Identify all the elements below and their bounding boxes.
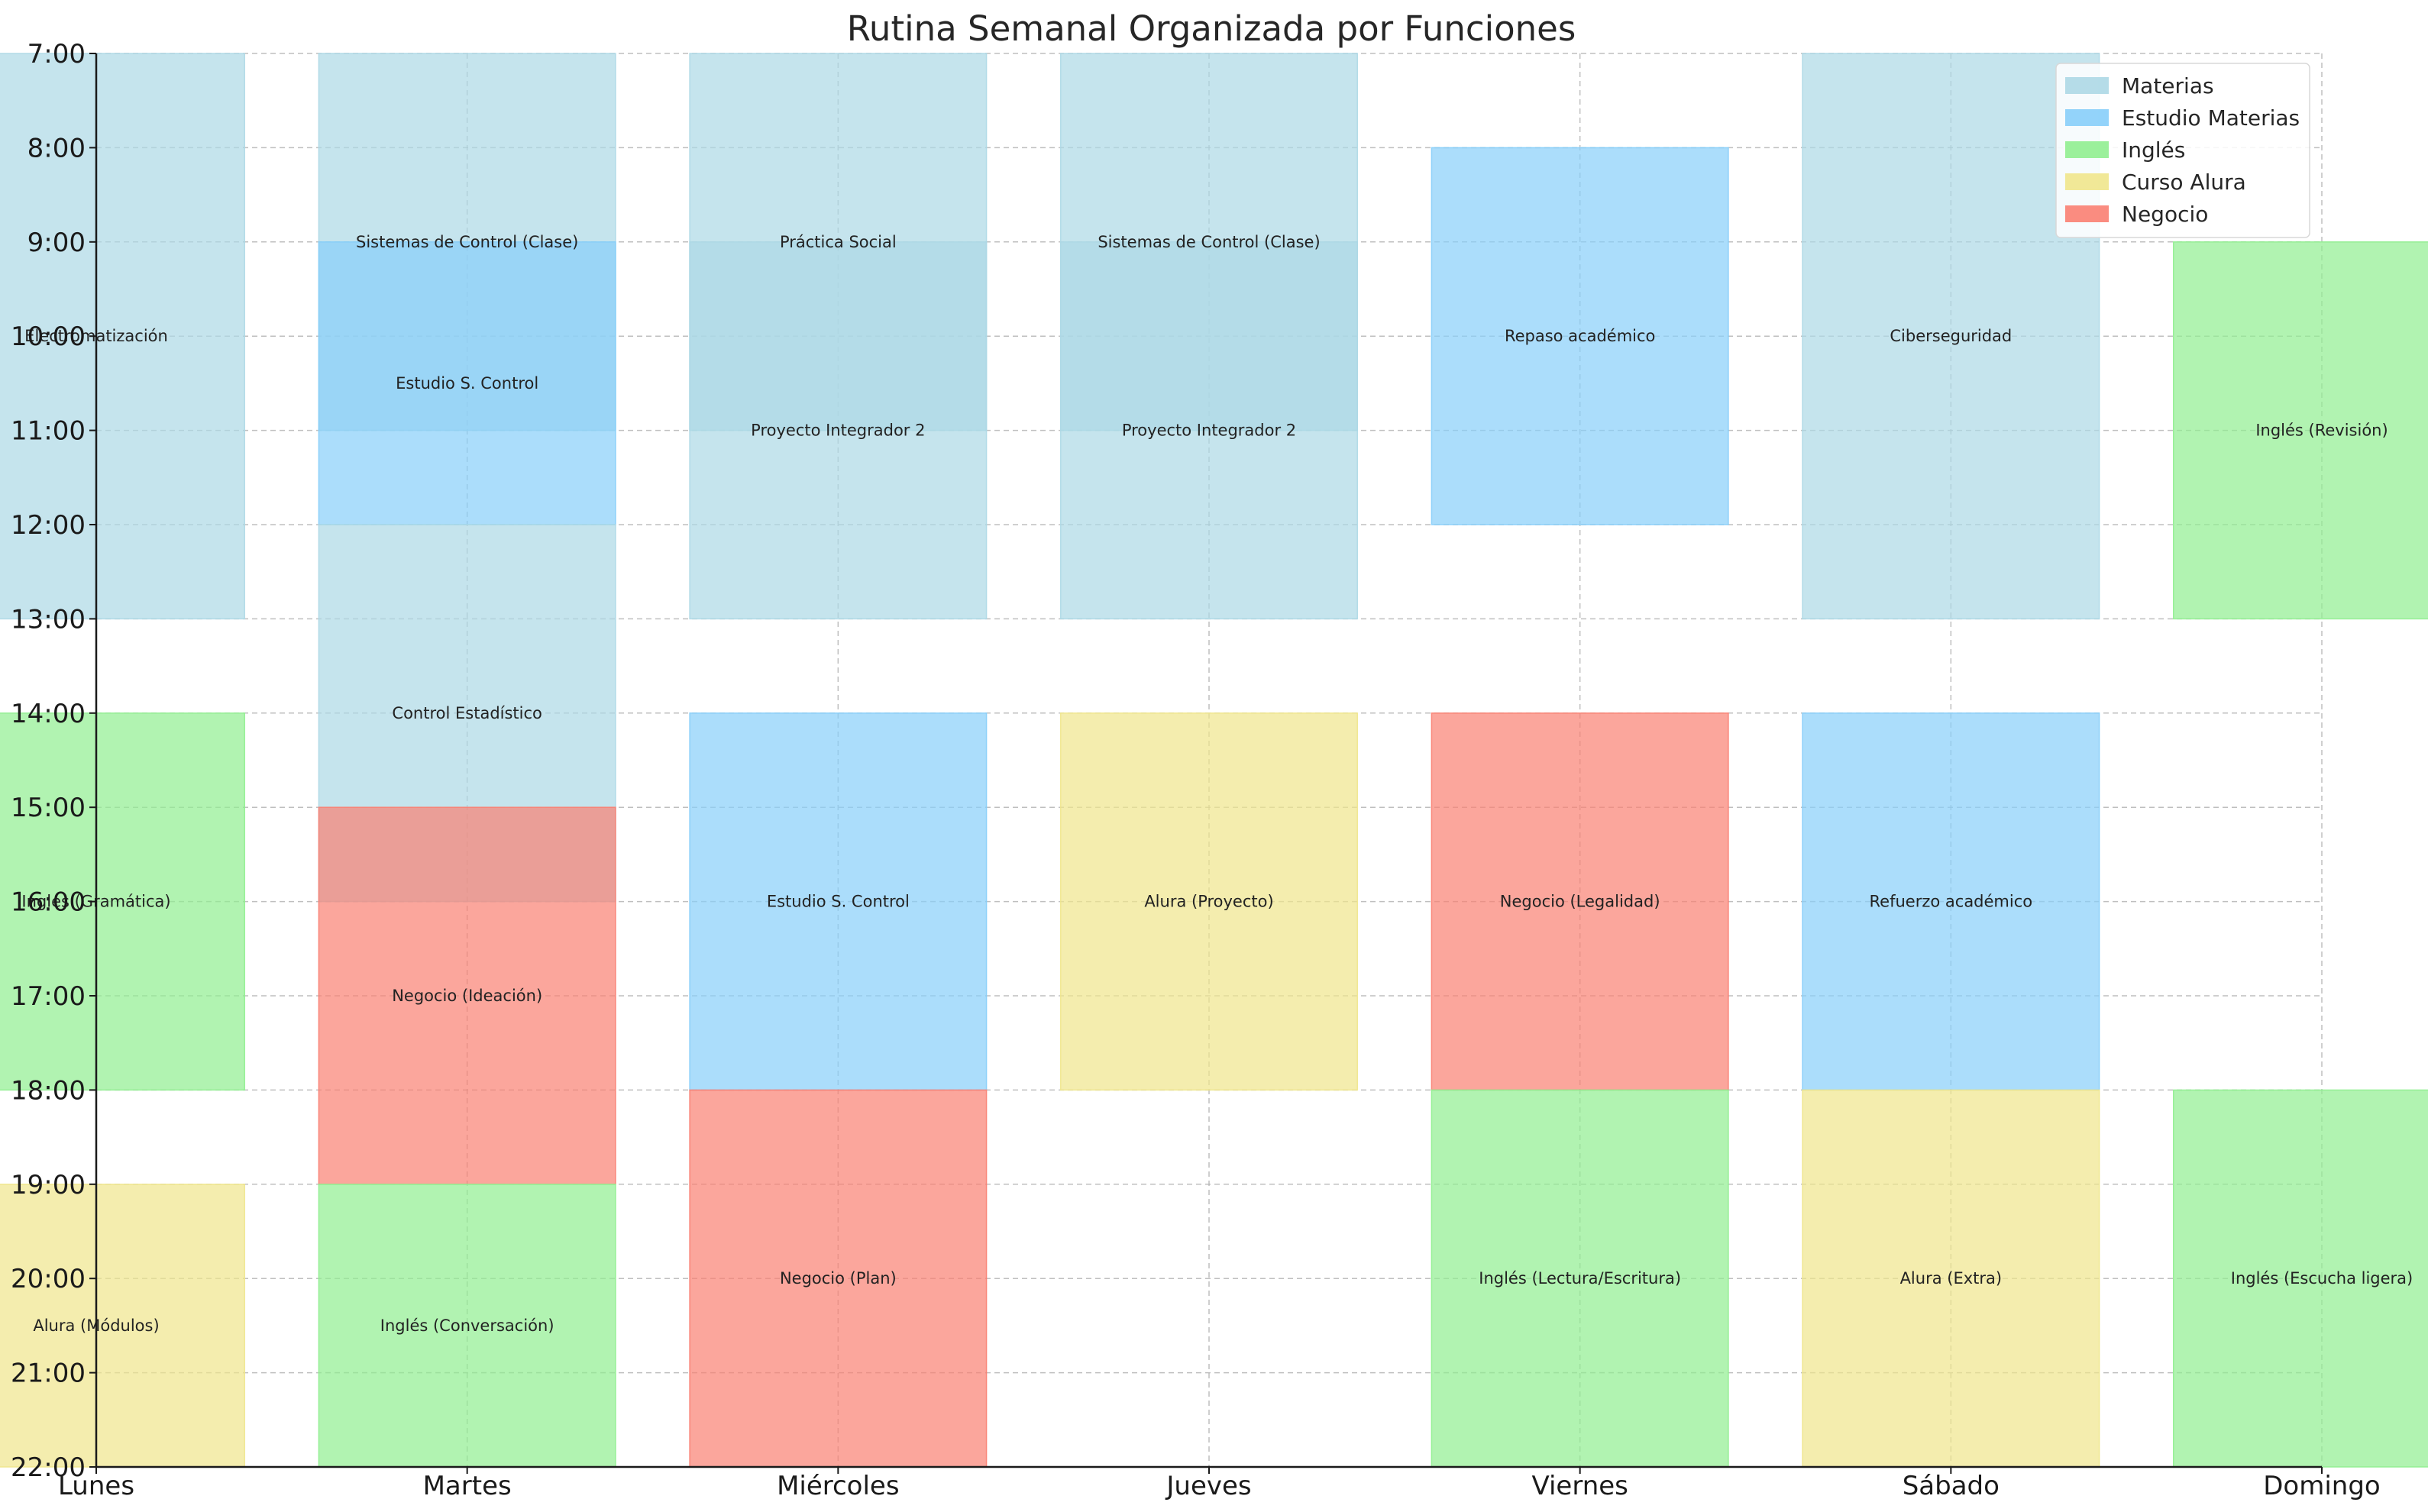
schedule-block-lunes-ingles-gramatica [0, 712, 246, 1091]
block-label: Inglés (Lectura/Escritura) [1479, 1269, 1681, 1287]
y-tick-label: 21:00 [11, 1359, 86, 1389]
legend-swatch-ingles [2065, 141, 2109, 158]
x-tick-label-domingo: Domingo [2263, 1471, 2380, 1501]
y-tick-label: 8:00 [27, 133, 86, 163]
block-label: Estudio S. Control [396, 374, 538, 393]
x-tick-label-miercoles: Miércoles [777, 1471, 900, 1501]
block-label: Negocio (Ideación) [392, 987, 542, 1005]
schedule-block-sabado-ciberseguridad [1802, 53, 2100, 620]
block-label: Estudio S. Control [767, 893, 910, 911]
y-tick-label: 9:00 [27, 228, 86, 258]
schedule-block-lunes-alura-modulos [0, 1184, 246, 1468]
legend-swatch-materias [2065, 77, 2109, 94]
y-tick-label: 11:00 [11, 416, 86, 447]
block-label: Inglés (Revisión) [2255, 422, 2388, 440]
x-tick-label-martes: Martes [423, 1471, 512, 1501]
y-tick-label: 13:00 [11, 604, 86, 635]
legend-label-materias: Materias [2122, 73, 2214, 99]
legend-label-curso-alura: Curso Alura [2122, 170, 2246, 195]
block-label: Ciberseguridad [1890, 327, 2012, 345]
block-label: Control Estadístico [392, 704, 542, 722]
schedule-block-viernes-repaso-academico [1431, 147, 1729, 525]
legend-label-estudio-materias: Estudio Materias [2122, 105, 2300, 131]
y-tick-label: 14:00 [11, 699, 86, 729]
schedule-block-domingo-ingles-revision [2172, 241, 2428, 620]
block-label: Sistemas de Control (Clase) [1098, 233, 1320, 251]
schedule-blocks [0, 53, 2428, 1468]
schedule-block-martes-negocio-ideacion [318, 806, 616, 1185]
schedule-block-viernes-ingles-lectura-escritura [1431, 1089, 1729, 1468]
legend-label-negocio: Negocio [2122, 202, 2208, 227]
block-label: Inglés (Conversación) [380, 1317, 554, 1335]
legend: Materias Estudio Materias Inglés Curso Alur… [2055, 63, 2310, 238]
legend-box [2055, 63, 2310, 238]
y-tick-label: 19:00 [11, 1170, 86, 1200]
x-tick-label-lunes: Lunes [58, 1471, 134, 1501]
x-tick-label-viernes: Viernes [1531, 1471, 1628, 1501]
block-label: Alura (Extra) [1900, 1269, 2003, 1287]
block-label: Repaso académico [1505, 327, 1655, 345]
block-label: Proyecto Integrador 2 [1122, 422, 1296, 440]
schedule-block-martes-estudio-s-control [318, 241, 616, 525]
y-tick-label: 12:00 [11, 510, 86, 541]
schedule-block-martes-ingles-conversacion [318, 1184, 616, 1468]
y-tick-label: 15:00 [11, 793, 86, 823]
x-tick-label-jueves: Jueves [1165, 1471, 1251, 1501]
schedule-block-jueves-alura-proyecto [1059, 712, 1359, 1091]
block-label: Práctica Social [780, 233, 897, 251]
y-tick-label: 20:00 [11, 1264, 86, 1294]
schedule-block-lunes-electromatizacion [0, 53, 246, 620]
legend-label-ingles: Inglés [2122, 137, 2185, 163]
legend-swatch-negocio [2065, 205, 2109, 222]
legend-swatch-curso-alura [2065, 173, 2109, 190]
y-tick-label: 10:00 [11, 321, 86, 352]
schedule-block-jueves-proyecto-integrador-2 [1059, 241, 1359, 620]
y-tick-label: 17:00 [11, 981, 86, 1012]
block-label: Sistemas de Control (Clase) [356, 233, 578, 251]
legend-swatch-estudio-materias [2065, 109, 2109, 126]
block-label: Negocio (Legalidad) [1500, 893, 1660, 911]
block-label: Refuerzo académico [1870, 893, 2033, 911]
block-label: Negocio (Plan) [780, 1269, 897, 1287]
x-tick-label-sabado: Sábado [1903, 1471, 2000, 1501]
block-label: Alura (Proyecto) [1144, 893, 1273, 911]
block-label: Proyecto Integrador 2 [751, 422, 925, 440]
y-tick-label: 7:00 [27, 39, 86, 69]
y-tick-label: 16:00 [11, 887, 86, 918]
block-label: Inglés (Escucha ligera) [2231, 1269, 2413, 1287]
y-tick-label: 18:00 [11, 1075, 86, 1106]
schedule-block-sabado-refuerzo-academico [1802, 712, 2100, 1091]
schedule-block-miercoles-proyecto-integrador-2 [689, 241, 988, 620]
schedule-block-sabado-alura-extra [1802, 1089, 2100, 1468]
schedule-block-viernes-negocio-legalidad [1431, 712, 1729, 1091]
y-tick-label: 22:00 [11, 1452, 86, 1483]
tick-labels: 7:00 8:00 9:00 10:00 11:00 12:00 13:00 14:00 15:… [11, 39, 2381, 1501]
schedule-block-domingo-ingles-escucha-ligera [2172, 1089, 2428, 1468]
chart-title: Rutina Semanal Organizada por Funciones [847, 8, 1576, 49]
